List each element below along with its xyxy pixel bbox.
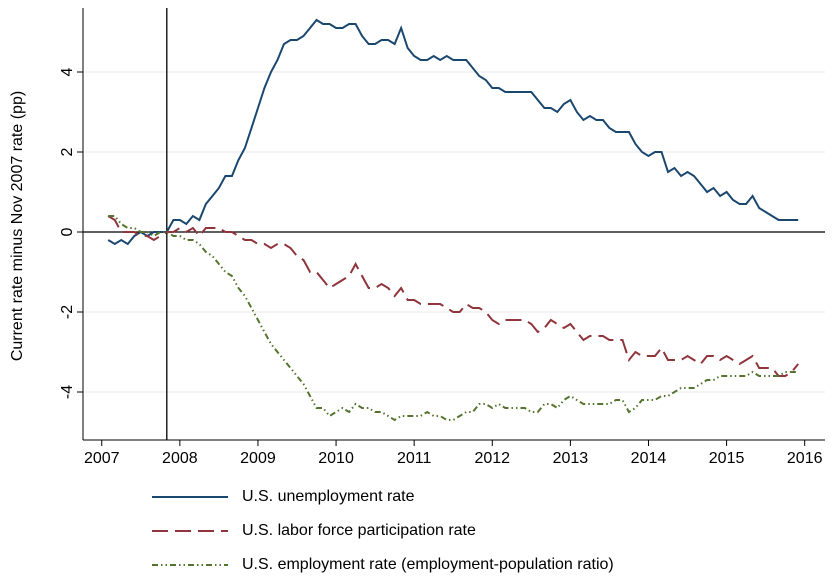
legend-label: U.S. labor force participation rate — [242, 522, 476, 539]
y-tick-label: 2 — [59, 147, 76, 156]
legend-label: U.S. employment rate (employment-populat… — [242, 556, 614, 573]
x-tick-label: 2012 — [474, 450, 510, 467]
x-tick-label: 2010 — [318, 450, 354, 467]
y-tick-label: -4 — [59, 385, 76, 399]
y-tick-label: 0 — [59, 227, 76, 236]
x-tick-label: 2013 — [553, 450, 589, 467]
x-tick-label: 2014 — [631, 450, 667, 467]
y-tick-label: 4 — [59, 67, 76, 76]
x-tick-label: 2008 — [162, 450, 198, 467]
y-tick-label: -2 — [59, 305, 76, 319]
series-line — [107, 18, 799, 246]
y-axis-label: Current rate minus Nov 2007 rate (pp) — [9, 91, 26, 361]
x-tick-label: 2015 — [709, 450, 745, 467]
series-line — [107, 215, 799, 377]
series-line — [108, 215, 799, 422]
x-tick-label: 2011 — [397, 450, 432, 467]
x-tick-label: 2016 — [787, 450, 823, 467]
x-tick-label: 2009 — [240, 450, 276, 467]
legend-label: U.S. unemployment rate — [242, 488, 415, 505]
x-tick-label: 2007 — [84, 450, 120, 467]
